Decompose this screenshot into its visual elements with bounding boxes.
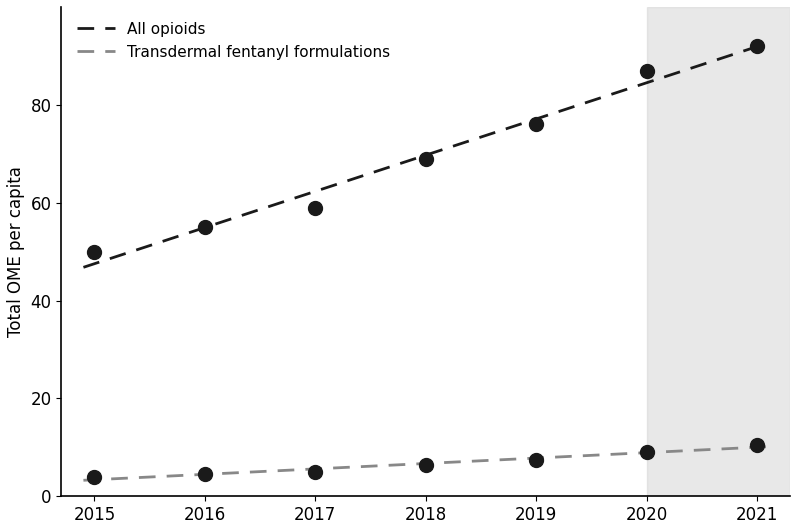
Point <box>751 42 764 50</box>
Transdermal fentanyl formulations <box>79 477 88 483</box>
Point <box>530 120 543 129</box>
Transdermal fentanyl formulations <box>728 445 738 451</box>
Point <box>88 247 101 256</box>
Y-axis label: Total OME per capita: Total OME per capita <box>7 166 25 337</box>
Transdermal fentanyl formulations <box>106 476 116 482</box>
Point <box>419 460 432 469</box>
All opioids <box>120 251 129 257</box>
Point <box>309 468 322 476</box>
Transdermal fentanyl formulations <box>261 468 270 475</box>
Legend: All opioids, Transdermal fentanyl formulations: All opioids, Transdermal fentanyl formul… <box>69 14 398 67</box>
All opioids <box>764 40 773 46</box>
Point <box>419 155 432 163</box>
All opioids <box>79 264 88 270</box>
Transdermal fentanyl formulations <box>120 475 129 482</box>
All opioids <box>106 255 116 261</box>
All opioids <box>206 222 215 229</box>
All opioids <box>261 204 270 211</box>
Line: All opioids: All opioids <box>84 43 768 267</box>
Point <box>751 441 764 449</box>
Transdermal fentanyl formulations <box>764 443 773 450</box>
Line: Transdermal fentanyl formulations: Transdermal fentanyl formulations <box>84 447 768 480</box>
Transdermal fentanyl formulations <box>705 447 714 453</box>
Point <box>198 470 211 478</box>
All opioids <box>728 51 738 57</box>
All opioids <box>705 59 714 65</box>
Transdermal fentanyl formulations <box>206 471 215 477</box>
Point <box>530 456 543 464</box>
Point <box>640 448 653 457</box>
Point <box>198 223 211 232</box>
Bar <box>646 7 790 496</box>
Point <box>309 203 322 212</box>
Point <box>640 66 653 75</box>
Point <box>88 473 101 481</box>
